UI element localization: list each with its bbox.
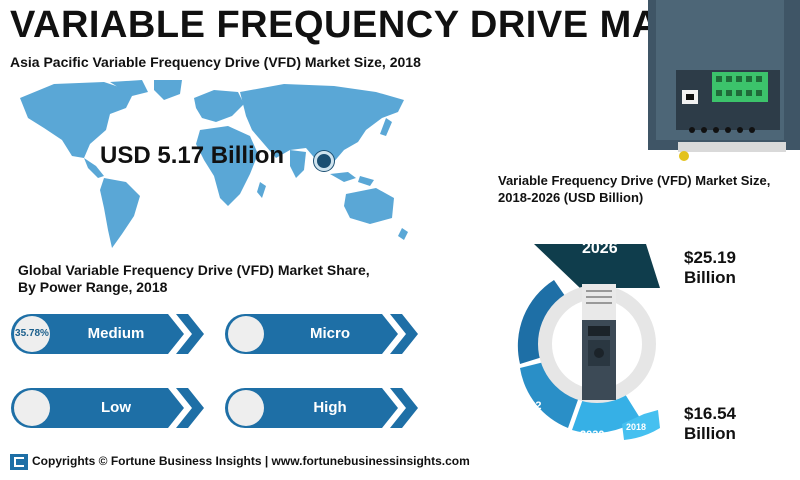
page-title: VARIABLE FREQUENCY DRIVE MARKET: [10, 4, 766, 46]
year-label-2026: 2026: [582, 240, 618, 257]
segment-medium: 35.78% Medium: [8, 311, 204, 357]
value-2018-unit: Billion: [684, 424, 736, 443]
year-label-2022: 2022: [517, 400, 542, 412]
value-2026: $25.19 Billion: [684, 248, 736, 288]
page-subtitle: Asia Pacific Variable Frequency Drive (V…: [10, 54, 421, 70]
market-size-title: Variable Frequency Drive (VFD) Market Si…: [498, 172, 770, 206]
world-map-image: [20, 80, 408, 248]
location-marker-icon: [314, 151, 334, 171]
year-label-2018: 2018: [626, 422, 647, 432]
market-share-title-line2: By Power Range, 2018: [18, 279, 168, 295]
segment-medium-percent: 35.78%: [15, 328, 49, 339]
vfd-terminal-photo: [648, 0, 800, 161]
segment-high: High: [222, 385, 418, 431]
segment-medium-shape: [11, 314, 204, 354]
value-2018: $16.54 Billion: [684, 404, 736, 444]
segment-high-label: High: [313, 399, 347, 416]
year-label-2020: 2020: [580, 429, 605, 441]
market-size-title-line1: Variable Frequency Drive (VFD) Market Si…: [498, 173, 771, 188]
value-2018-amount: $16.54: [684, 404, 736, 423]
market-share-title-line1: Global Variable Frequency Drive (VFD) Ma…: [18, 262, 370, 278]
brand-logo-icon: [10, 454, 28, 470]
footer-text[interactable]: Copyrights © Fortune Business Insights |…: [32, 454, 470, 469]
market-share-title: Global Variable Frequency Drive (VFD) Ma…: [18, 262, 370, 296]
asia-pacific-market-value: USD 5.17 Billion: [100, 142, 285, 169]
footer: Copyrights © Fortune Business Insights |…: [10, 454, 790, 474]
value-2026-unit: Billion: [684, 268, 736, 287]
segment-micro: Micro: [222, 311, 418, 357]
segment-high-shape: [225, 388, 418, 428]
value-2026-amount: $25.19: [684, 248, 736, 267]
ring-segment-2018: [622, 410, 660, 440]
ring-segment-2022: [520, 360, 580, 428]
ring-segment-2026: [534, 244, 660, 288]
market-size-title-line2: 2018-2026 (USD Billion): [498, 190, 644, 205]
segment-micro-label: Micro: [309, 325, 350, 342]
segment-low-shape: [11, 388, 204, 428]
segment-medium-label: Medium: [87, 325, 145, 342]
market-size-donut-chart: [517, 244, 660, 440]
year-label-2024: 2024: [499, 306, 524, 318]
segment-micro-shape: [225, 314, 418, 354]
segment-low-label: Low: [101, 399, 131, 416]
segment-low: Low: [8, 385, 204, 431]
